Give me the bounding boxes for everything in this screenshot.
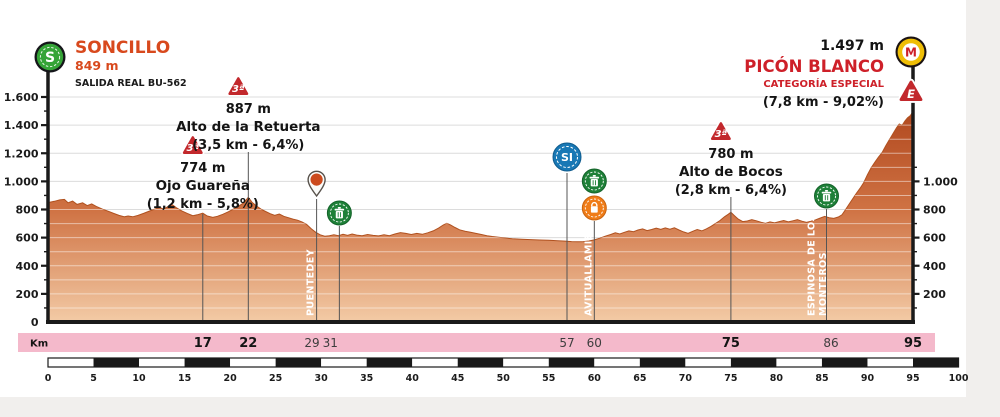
finish-category: CATEGORÍA ESPECIAL [763,77,884,90]
feed-zone-icon [581,195,608,221]
km-band-value: 17 [194,336,212,351]
start-icon-letter: S [45,50,55,66]
y-axis-label-left: 400 [16,260,39,273]
climb-name: Alto de la Retuerta [176,119,320,135]
finish-icon: M [895,36,927,68]
waypoint-label: ESPINOSA DE LOS [807,214,818,316]
axes: 1.600 1.400 1.200 1.000 800 600 400 200 0 1.000 80… [4,60,958,329]
y-axis-label-left: 1.400 [4,119,39,132]
cat3-climb-icon: 3ª [709,120,733,142]
intermediate-sprint-icon: SI [552,142,582,172]
km-band-value: 29 [304,336,319,350]
start-icon: S [34,41,66,73]
km-band-value: 95 [904,336,922,351]
climb-category: 3ª [232,84,245,95]
svg-text:SI: SI [561,151,573,164]
climb-category: 3ª [715,129,728,140]
start-road-label: SALIDA REAL BU-562 [75,78,187,89]
climb-block: 3ª 774 m Ojo Guareña (1,2 km - 5,8%) [147,134,259,212]
scale-km-label: 35 [360,373,373,384]
y-axis-label-right: 200 [923,288,946,301]
km-band-value: 31 [323,336,338,350]
start-elevation: 849 m [75,58,118,73]
scale-km-label: 30 [315,373,329,384]
scale-km-label: 0 [45,373,52,384]
distance-scale-bar: 0 5 10 15 20 25 30 35 40 45 50 55 60 65 70 75 80 85 90 95 10… [45,357,969,384]
scale-km-label: 10 [132,373,146,384]
finish-name: PICÓN BLANCO [744,57,884,76]
scale-km-label: 25 [269,373,282,384]
km-marker-lines [202,152,827,322]
km-band-value: 60 [587,336,602,350]
climb-stats: (1,2 km - 5,8%) [147,197,259,212]
km-band-value: 22 [239,336,257,351]
y-axis-label-left: 1.000 [4,175,39,188]
finish-icon-letter: M [905,46,917,60]
climb-block: 3ª 780 m Alto de Bocos (2,8 km - 6,4%) [675,120,787,198]
scale-km-label: 75 [724,373,737,384]
y-axis-label-right: 400 [923,260,946,273]
profile-card [0,0,966,397]
y-axis-label-left: 1.600 [4,91,39,104]
finish-climb-stats: (7,8 km - 9,02%) [763,95,884,110]
litter-zone-icon [326,200,352,226]
km-band-value: 57 [559,336,574,350]
litter-zone-icon [581,168,607,194]
climb-altitude: 780 m [708,147,753,162]
scale-km-label: 50 [497,373,511,384]
cat3-climb-icon: 3ª [226,75,250,97]
start-block: SONCILLO 849 m SALIDA REAL BU-562 S [34,38,187,89]
climb-stats: (3,5 km - 6,4%) [192,138,304,153]
climb-altitude: 887 m [226,102,271,117]
km-band-value: 75 [722,336,740,351]
y-axis-label-left: 600 [16,232,39,245]
climb-name: Alto de Bocos [679,164,783,180]
especial-climb-icon: E [897,78,925,103]
km-band: Km 17 22 29 31 57 60 75 86 95 [18,333,935,352]
climb-category: 3ª [186,143,199,154]
y-axis-label-left: 800 [16,204,39,217]
start-town-name: SONCILLO [75,38,170,58]
scale-km-label: 90 [861,373,875,384]
scale-km-label: 45 [451,373,464,384]
climb-stats: (2,8 km - 6,4%) [675,183,787,198]
waypoint-label: AVITUALLAMIENTO [583,210,594,316]
especial-climb-letter: E [907,87,915,101]
y-axis-label-right: 600 [923,232,946,245]
climb-labels: 3ª 774 m Ojo Guareña (1,2 km - 5,8%) 3ª 887 m… [147,75,787,212]
scale-km-label: 40 [406,373,420,384]
climb-altitude: 774 m [180,161,225,176]
scale-km-label: 100 [949,373,969,384]
scale-km-label: 15 [178,373,191,384]
waypoint-label: MONTEROS [818,252,829,316]
elevation-profile-area [47,109,914,323]
finish-elevation: 1.497 m [820,38,884,54]
y-axis-label-right: 1.000 [923,175,958,188]
scale-km-label: 65 [633,373,646,384]
scale-km-label: 55 [542,373,555,384]
scale-km-label: 85 [815,373,828,384]
climb-name: Ojo Guareña [156,178,250,194]
km-band-value: 86 [823,336,838,350]
y-axis-label-right: 800 [923,204,946,217]
y-axis-label-left: 1.200 [4,147,39,160]
km-band-label: Km [30,339,48,350]
y-axis-label-left: 0 [31,316,39,329]
scale-km-label: 80 [770,373,784,384]
scale-km-label: 95 [906,373,919,384]
scale-km-label: 5 [90,373,97,384]
scale-km-label: 20 [223,373,237,384]
y-axis-label-left: 200 [16,288,39,301]
litter-zone-icon [814,183,839,209]
marker-icons: SI [307,142,839,226]
finish-block: 1.497 m PICÓN BLANCO CATEGORÍA ESPECIAL … [744,36,927,110]
scale-km-label: 70 [679,373,693,384]
cat3-climb-icon: 3ª [181,134,205,156]
waypoint-label: PUENTEDEY [306,249,317,316]
climb-block: 3ª 887 m Alto de la Retuerta (3,5 km - 6,4%… [176,75,321,153]
scale-km-label: 60 [588,373,602,384]
waypoint-labels: PUENTEDEY AVITUALLAMIENTO ESPINOSA DE LOS M… [306,210,830,316]
